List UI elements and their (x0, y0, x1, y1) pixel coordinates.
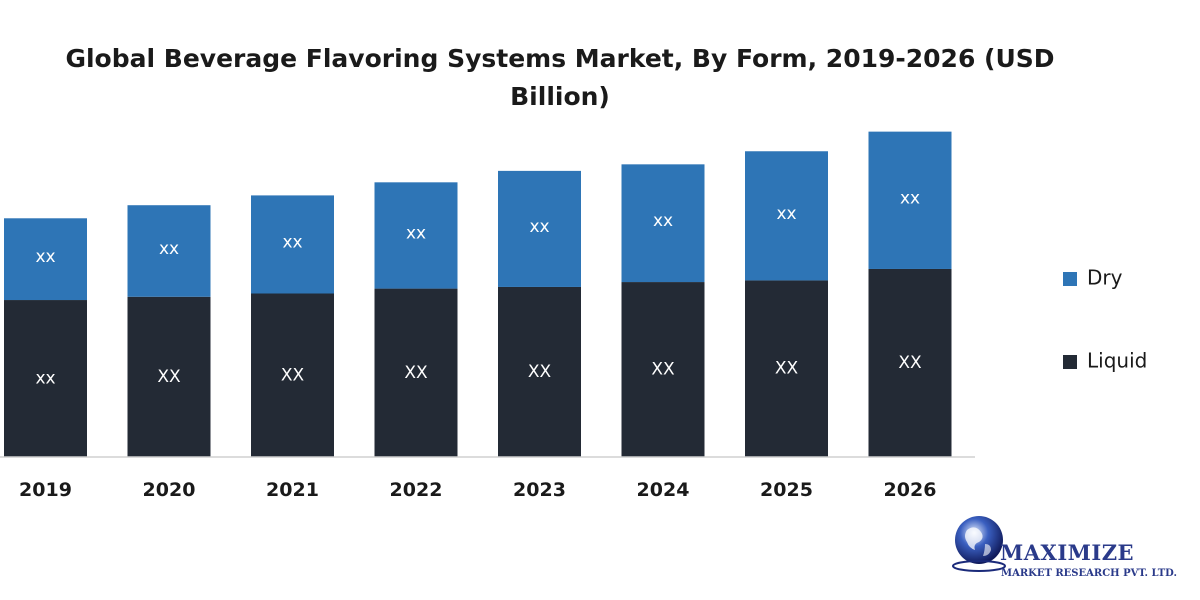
bar-label-liquid-2019: xx (35, 369, 55, 389)
x-axis: 2019 2020 2021 2022 2023 2024 2025 2026 (0, 456, 975, 501)
maximize-logo: MAXIMIZE MARKET RESEARCH PVT. LTD. (945, 500, 1200, 600)
bar-liquid-2020 (127, 296, 211, 457)
x-tick-label-2019: 2019 (19, 479, 72, 501)
globe-icon (952, 516, 1006, 572)
bar-dry-2022 (374, 182, 458, 289)
bar-label-dry-2021: xx (282, 232, 302, 252)
bar-dry-2021 (251, 195, 334, 294)
chart-title: Global Beverage Flavoring Systems Market… (65, 44, 1055, 111)
bar-label-liquid-2025: XX (775, 359, 799, 379)
bar-label-dry-2020: xx (159, 239, 179, 259)
legend-swatch-liquid (1063, 355, 1077, 369)
x-tick-label-2026: 2026 (884, 479, 937, 501)
bar-liquid-2023 (498, 286, 581, 457)
x-tick-label-2021: 2021 (266, 479, 319, 501)
bar-label-liquid-2020: XX (157, 367, 181, 387)
bar-label-liquid-2026: XX (898, 353, 922, 373)
x-tick-label-2025: 2025 (760, 479, 813, 501)
legend-label-liquid: Liquid (1087, 349, 1147, 373)
legend: Dry Liquid (1063, 266, 1147, 373)
logo-subtitle: MARKET RESEARCH PVT. LTD. (1001, 568, 1177, 579)
bar-label-dry-2022: xx (406, 223, 426, 243)
x-tick-label-2022: 2022 (390, 479, 443, 501)
bars-group: xx xx XX xx XX xx XX xx XX xx XX xx XX xx XX xx (4, 131, 952, 457)
bar-dry-2024 (621, 164, 705, 283)
bar-liquid-2022 (374, 288, 458, 457)
logo-name: MAXIMIZE (1000, 540, 1135, 565)
bar-label-liquid-2024: XX (651, 360, 675, 380)
bar-label-liquid-2021: XX (281, 365, 305, 385)
bar-label-dry-2024: xx (653, 211, 673, 231)
bar-label-dry-2023: xx (529, 217, 549, 237)
bar-liquid-2019 (4, 300, 87, 457)
bar-liquid-2021 (251, 293, 334, 457)
bar-dry-2023 (498, 170, 581, 287)
x-tick-label-2024: 2024 (637, 479, 690, 501)
x-tick-label-2023: 2023 (513, 479, 566, 501)
bar-dry-2020 (127, 205, 211, 297)
bar-liquid-2024 (621, 282, 705, 457)
bar-dry-2026 (868, 131, 952, 269)
legend-label-dry: Dry (1087, 266, 1123, 290)
bar-label-liquid-2023: XX (528, 362, 552, 382)
bar-label-dry-2019: xx (35, 247, 55, 267)
legend-swatch-dry (1063, 272, 1077, 286)
bar-liquid-2026 (868, 268, 952, 457)
bar-label-dry-2026: xx (900, 188, 920, 208)
bar-dry-2025 (745, 151, 828, 281)
bar-label-dry-2025: xx (776, 204, 796, 224)
bar-label-liquid-2022: XX (404, 363, 428, 383)
bar-dry-2019 (4, 218, 87, 301)
bar-liquid-2025 (745, 280, 828, 457)
x-tick-label-2020: 2020 (143, 479, 196, 501)
